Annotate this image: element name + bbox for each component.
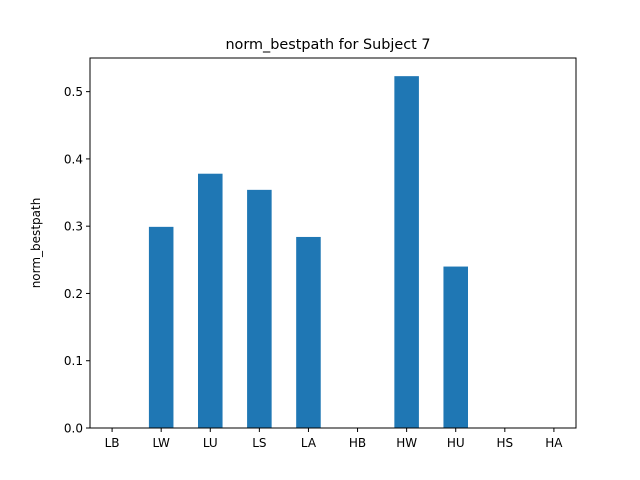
x-axis-ticks: LB LW LU LS LA HB HW HU HS HA [105, 428, 563, 450]
chart-title: norm_bestpath for Subject 7 [225, 37, 430, 53]
x-tick-label: LW [152, 436, 170, 450]
bar-hw [394, 76, 419, 428]
bar-la [296, 236, 321, 428]
x-tick-label: LB [105, 436, 120, 450]
y-axis-label: norm_bestpath [29, 198, 43, 289]
x-tick-label: HW [396, 436, 417, 450]
y-axis-ticks: 0.0 0.1 0.2 0.3 0.4 0.5 [64, 85, 90, 436]
x-tick-label: HA [545, 436, 563, 450]
x-tick-label: HU [447, 436, 465, 450]
y-tick-label: 0.4 [64, 152, 83, 166]
x-tick-label: LS [252, 436, 266, 450]
bars [148, 76, 468, 428]
x-tick-label: HS [496, 436, 513, 450]
bar-lu [198, 173, 223, 428]
y-tick-label: 0.5 [64, 85, 83, 99]
x-tick-label: HB [349, 436, 366, 450]
y-tick-label: 0.2 [64, 287, 83, 301]
bar-ls [247, 189, 272, 428]
x-tick-label: LU [203, 436, 218, 450]
bar-lw [148, 226, 174, 428]
y-tick-label: 0.3 [64, 220, 83, 234]
plot-frame [89, 57, 577, 429]
bar-hu [443, 266, 468, 428]
y-tick-label: 0.1 [64, 354, 83, 368]
y-tick-label: 0.0 [64, 422, 83, 436]
x-tick-label: LA [301, 436, 317, 450]
